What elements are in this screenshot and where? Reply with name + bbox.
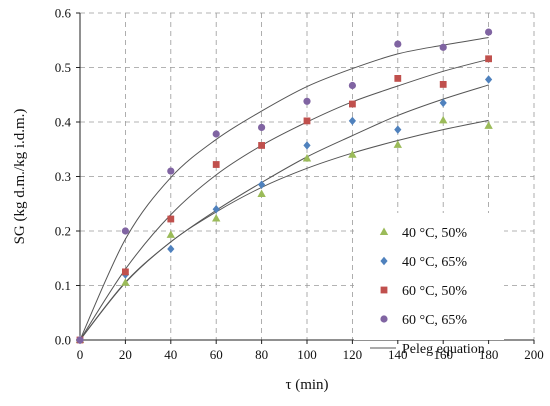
x-tick-label: 180: [479, 347, 499, 362]
data-point-triangle: [121, 278, 130, 286]
x-tick-label: 140: [388, 347, 408, 362]
data-point-circle: [76, 336, 84, 344]
fit-line: [79, 58, 489, 341]
data-point-square: [394, 75, 402, 82]
data-point-diamond: [348, 116, 356, 126]
data-point-triangle: [166, 230, 175, 238]
legend: 40 °C, 50% 40 °C, 65% 60 °C, 50% 60 °C, 65%…: [354, 213, 504, 357]
data-point-diamond: [485, 75, 493, 84]
x-tick-label: 0: [77, 347, 84, 362]
y-tick-label: 0.5: [55, 60, 71, 75]
x-tick-label: 60: [210, 347, 223, 362]
y-tick-label: 0.0: [55, 333, 71, 348]
legend-label: 40 °C, 65%: [402, 255, 467, 270]
legend-label: Peleg equation: [402, 342, 485, 357]
data-point-diamond: [394, 125, 402, 134]
legend-label: 60 °C, 65%: [402, 313, 467, 328]
data-point-triangle: [484, 121, 493, 129]
data-point-square: [258, 142, 265, 149]
data-point-square: [485, 55, 492, 63]
y-tick-label: 0.4: [55, 115, 72, 130]
data-point-diamond: [258, 180, 266, 189]
data-point-diamond: [167, 244, 175, 254]
data-point-diamond: [303, 141, 311, 150]
data-point-triangle: [302, 154, 312, 162]
data-point-square: [212, 161, 220, 168]
legend-marker-diamond: [380, 256, 388, 266]
peleg-fit-lines: [79, 37, 489, 341]
y-tick-label: 0.6: [55, 6, 72, 21]
data-point-square: [122, 268, 129, 276]
data-point-square: [167, 215, 175, 223]
x-tick-label: 80: [255, 347, 268, 362]
data-point-circle: [485, 28, 493, 36]
x-tick-label: 40: [164, 347, 177, 362]
x-tick-label: 100: [297, 347, 317, 362]
data-point-circle: [258, 123, 266, 132]
data-point-square: [439, 80, 447, 88]
x-axis-title: τ (min): [285, 377, 328, 393]
legend-label: 60 °C, 50%: [402, 284, 467, 299]
legend-marker-triangle: [379, 227, 389, 235]
data-point-circle: [394, 40, 402, 48]
fit-line: [79, 84, 489, 341]
data-point-triangle: [257, 189, 266, 197]
data-point-square: [303, 117, 311, 125]
data-point-square: [349, 100, 356, 108]
y-tick-label: 0.1: [55, 278, 71, 293]
legend-label: 40 °C, 50%: [402, 226, 467, 241]
legend-marker-square: [380, 286, 388, 294]
data-point-circle: [439, 43, 447, 51]
tick-labels: 0 20 40 60 80 100 120 140 160 180 200 0.0 0.1 0.2 0.3 0…: [55, 6, 544, 363]
x-tick-label: 20: [119, 347, 132, 362]
data-point-circle: [167, 167, 175, 175]
x-tick-label: 200: [524, 347, 544, 362]
y-axis-title: SG (kg d.m./kg i.d.m.): [12, 109, 28, 245]
legend-marker-circle: [380, 315, 388, 323]
data-point-diamond: [212, 205, 220, 214]
data-point-circle: [348, 81, 356, 90]
x-tick-label: 160: [433, 347, 453, 362]
data-point-circle: [121, 227, 129, 235]
data-point-diamond: [439, 98, 447, 108]
y-tick-label: 0.3: [55, 169, 71, 184]
fit-line: [79, 37, 489, 341]
x-tick-label: 120: [343, 347, 363, 362]
data-point-circle: [212, 130, 220, 138]
y-tick-label: 0.2: [55, 224, 71, 239]
legend-background: [354, 213, 504, 340]
data-point-triangle: [393, 140, 402, 148]
data-point-triangle: [439, 115, 448, 124]
data-points: [75, 28, 493, 345]
data-point-triangle: [212, 213, 221, 222]
data-point-triangle: [348, 150, 357, 158]
data-point-circle: [303, 97, 311, 105]
